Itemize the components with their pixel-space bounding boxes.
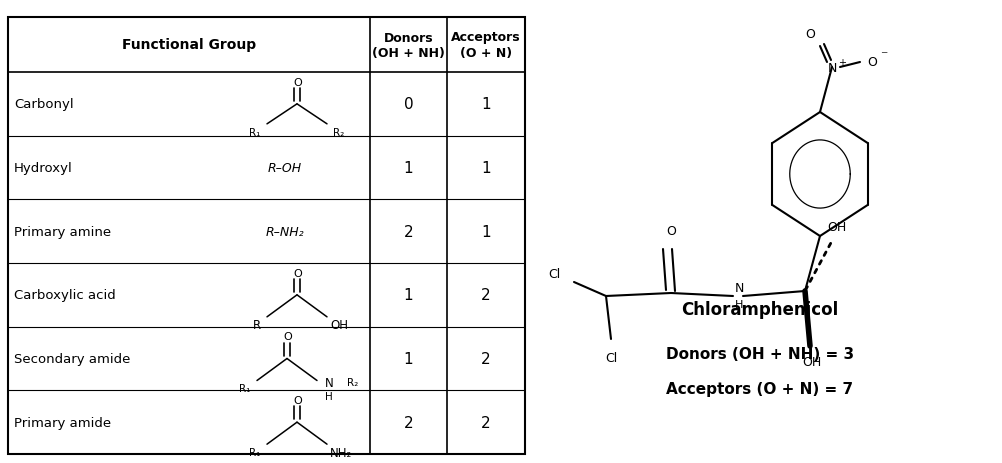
Text: O: O [284, 332, 293, 342]
Text: H: H [325, 392, 333, 401]
Text: Carbonyl: Carbonyl [14, 98, 73, 111]
Text: OH: OH [803, 356, 822, 369]
Text: Primary amine: Primary amine [14, 225, 111, 238]
Text: Cl: Cl [605, 352, 617, 365]
Text: R₁: R₁ [249, 128, 261, 138]
Text: 0: 0 [404, 97, 413, 112]
Text: O: O [294, 78, 303, 88]
Text: 1: 1 [481, 224, 491, 239]
Text: 1: 1 [404, 288, 413, 303]
Text: R₁: R₁ [239, 384, 250, 394]
Text: R₁: R₁ [249, 447, 261, 457]
Text: R: R [253, 319, 262, 332]
Text: N: N [734, 282, 743, 295]
Text: Primary amide: Primary amide [14, 416, 111, 429]
Text: N: N [828, 62, 837, 75]
Text: Secondary amide: Secondary amide [14, 352, 130, 365]
Text: 1: 1 [481, 161, 491, 175]
Text: Donors
(OH + NH): Donors (OH + NH) [372, 31, 445, 59]
Text: OH: OH [828, 221, 847, 234]
Text: Acceptors
(O + N): Acceptors (O + N) [451, 31, 521, 59]
Text: NH₂: NH₂ [330, 446, 352, 459]
Bar [8, 18, 525, 454]
Text: O: O [867, 56, 877, 69]
Text: 2: 2 [481, 351, 491, 366]
Text: Hydroxyl: Hydroxyl [14, 162, 73, 175]
Text: O: O [294, 395, 303, 405]
Text: R₂: R₂ [348, 378, 359, 388]
Text: ⁻: ⁻ [881, 49, 888, 63]
Text: R₂: R₂ [334, 128, 345, 138]
Text: +: + [838, 58, 846, 68]
Text: 2: 2 [481, 415, 491, 430]
Text: Carboxylic acid: Carboxylic acid [14, 289, 116, 302]
Text: Acceptors (O + N) = 7: Acceptors (O + N) = 7 [666, 382, 854, 397]
Text: Cl: Cl [548, 268, 560, 281]
Text: Donors (OH + NH) = 3: Donors (OH + NH) = 3 [666, 347, 854, 362]
Text: R–NH₂: R–NH₂ [266, 225, 305, 238]
Text: OH: OH [330, 319, 348, 332]
Text: 2: 2 [404, 415, 413, 430]
Text: Functional Group: Functional Group [122, 38, 257, 52]
Text: Chloramphenicol: Chloramphenicol [681, 300, 839, 319]
Text: H: H [734, 300, 743, 309]
Text: 2: 2 [404, 224, 413, 239]
Text: 2: 2 [481, 288, 491, 303]
Text: 1: 1 [404, 351, 413, 366]
Text: O: O [666, 225, 676, 238]
Text: O: O [294, 268, 303, 278]
Text: R–OH: R–OH [268, 162, 302, 175]
Text: 1: 1 [481, 97, 491, 112]
Text: O: O [805, 27, 815, 40]
Text: N: N [325, 376, 334, 389]
Text: 1: 1 [404, 161, 413, 175]
